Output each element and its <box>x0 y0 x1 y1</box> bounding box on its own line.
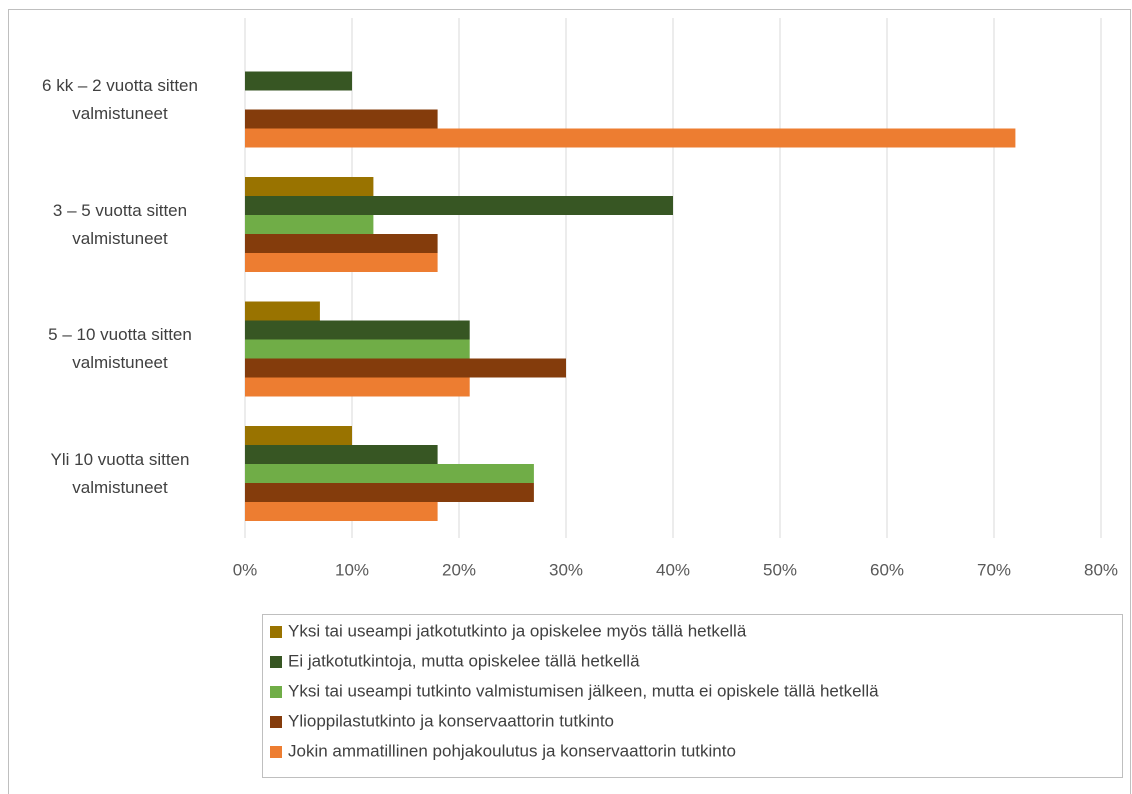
legend-box <box>262 614 1123 778</box>
bar <box>245 177 374 196</box>
chart-border <box>8 9 1131 794</box>
legend-swatch <box>270 686 282 698</box>
legend-label: Ylioppilastutkinto ja konservaattorin tu… <box>288 711 614 730</box>
bar <box>245 464 534 483</box>
x-tick-label: 0% <box>233 560 258 579</box>
bar <box>245 301 320 321</box>
legend-swatch <box>270 626 282 638</box>
x-tick-label: 30% <box>549 560 583 579</box>
bar <box>245 483 534 502</box>
x-tick-label: 10% <box>335 560 369 579</box>
bar <box>245 426 352 445</box>
legend-swatch <box>270 746 282 758</box>
category-label: Yli 10 vuotta sitten valmistuneet <box>50 449 190 497</box>
bar <box>245 445 438 464</box>
bar <box>245 358 566 378</box>
category-label: 5 – 10 vuotta sitten valmistuneet <box>48 325 192 372</box>
bar <box>245 71 352 91</box>
category-label: 3 – 5 vuotta sitten valmistuneet <box>52 200 188 248</box>
legend-label: Ei jatkotutkintoja, mutta opiskelee täll… <box>288 651 640 670</box>
x-tick-label: 60% <box>870 560 904 579</box>
bar <box>245 339 470 359</box>
legend-label: Jokin ammatillinen pohjakoulutus ja kons… <box>288 741 736 760</box>
bar <box>245 215 374 234</box>
bar <box>245 253 438 272</box>
bar <box>245 377 470 397</box>
bar <box>245 196 673 215</box>
x-tick-label: 40% <box>656 560 690 579</box>
category-label: 6 kk – 2 vuotta sitten valmistuneet <box>42 76 198 123</box>
legend-label: Yksi tai useampi jatkotutkinto ja opiske… <box>288 621 747 640</box>
legend-swatch <box>270 656 282 668</box>
bar <box>245 128 1016 148</box>
x-tick-label: 80% <box>1084 560 1118 579</box>
bar <box>245 320 470 340</box>
x-tick-label: 70% <box>977 560 1011 579</box>
x-tick-label: 20% <box>442 560 476 579</box>
bar <box>245 234 438 253</box>
bar <box>245 109 438 129</box>
x-tick-label: 50% <box>763 560 797 579</box>
legend-label: Yksi tai useampi tutkinto valmistumisen … <box>288 681 879 700</box>
bar <box>245 502 438 521</box>
legend-swatch <box>270 716 282 728</box>
